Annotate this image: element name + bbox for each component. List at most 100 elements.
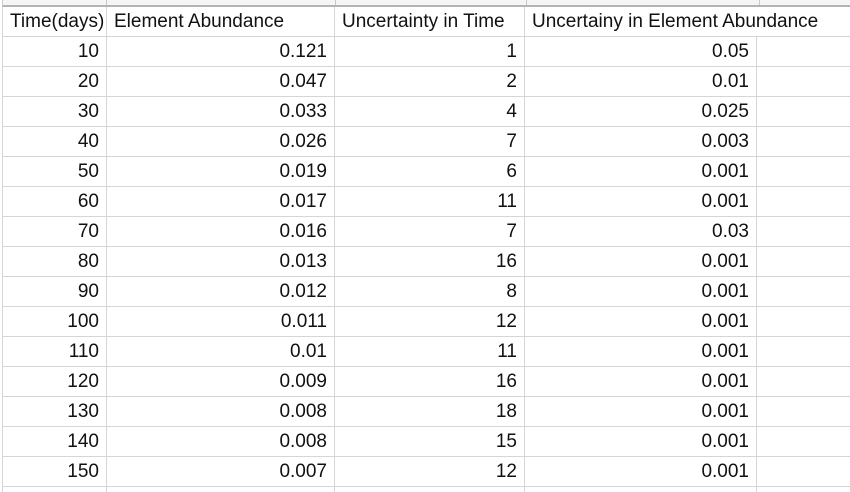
cell-element-abundance[interactable]: 0.026: [106, 126, 335, 157]
empty-cell[interactable]: [756, 186, 850, 217]
cell-uncertainty-time[interactable]: 11: [334, 186, 525, 217]
empty-cell[interactable]: [756, 156, 850, 187]
cell-time[interactable]: 40: [2, 126, 107, 157]
cell-uncertainty-abundance[interactable]: 0.001: [524, 336, 757, 367]
data-table: Time(days) Element Abundance Uncertainty…: [2, 7, 850, 492]
cell-element-abundance[interactable]: 0.012: [106, 276, 335, 307]
header-row: Time(days) Element Abundance Uncertainty…: [2, 7, 850, 37]
empty-cell[interactable]: [756, 426, 850, 457]
empty-cell[interactable]: [756, 246, 850, 277]
table-row: 120 0.009 16 0.001: [2, 366, 850, 397]
cell-time[interactable]: 110: [2, 336, 107, 367]
cell-uncertainty-time[interactable]: 1: [334, 36, 525, 67]
cropped-cell: [107, 0, 336, 5]
table-row: 130 0.008 18 0.001: [2, 396, 850, 427]
table-row: 90 0.012 8 0.001: [2, 276, 850, 307]
table-row: 60 0.017 11 0.001: [2, 186, 850, 217]
cell-time[interactable]: 30: [2, 96, 107, 127]
cell-uncertainty-time[interactable]: 11: [334, 336, 525, 367]
cell-element-abundance[interactable]: 0.01: [106, 336, 335, 367]
table-row: 70 0.016 7 0.03: [2, 216, 850, 247]
empty-cell[interactable]: [756, 126, 850, 157]
cell-element-abundance[interactable]: 0.013: [106, 246, 335, 277]
cell-uncertainty-abundance[interactable]: 0.001: [524, 396, 757, 427]
cell-time[interactable]: 90: [2, 276, 107, 307]
cell-uncertainty-time[interactable]: 15: [334, 426, 525, 457]
cell-element-abundance[interactable]: 0.007: [106, 456, 335, 487]
cell-uncertainty-abundance[interactable]: 0.03: [524, 216, 757, 247]
cell-uncertainty-time[interactable]: 2: [334, 66, 525, 97]
cropped-cell[interactable]: [524, 486, 757, 492]
cell-uncertainty-time[interactable]: 4: [334, 96, 525, 127]
column-header-uncertainty-in-time[interactable]: Uncertainty in Time: [334, 7, 525, 37]
cropped-cell[interactable]: [2, 486, 107, 492]
table-row: 40 0.026 7 0.003: [2, 126, 850, 157]
cell-element-abundance[interactable]: 0.016: [106, 216, 335, 247]
cell-element-abundance[interactable]: 0.047: [106, 66, 335, 97]
cell-element-abundance[interactable]: 0.009: [106, 366, 335, 397]
cell-element-abundance[interactable]: 0.008: [106, 396, 335, 427]
cell-time[interactable]: 140: [2, 426, 107, 457]
cell-uncertainty-time[interactable]: 8: [334, 276, 525, 307]
column-header-time-days[interactable]: Time(days): [2, 7, 107, 37]
cell-uncertainty-time[interactable]: 16: [334, 246, 525, 277]
cell-uncertainty-time[interactable]: 7: [334, 126, 525, 157]
cell-time[interactable]: 10: [2, 36, 107, 67]
cell-element-abundance[interactable]: 0.019: [106, 156, 335, 187]
cell-element-abundance[interactable]: 0.121: [106, 36, 335, 67]
cell-time[interactable]: 70: [2, 216, 107, 247]
cropped-cell: [760, 0, 850, 5]
empty-cell[interactable]: [756, 66, 850, 97]
cell-uncertainty-abundance[interactable]: 0.001: [524, 426, 757, 457]
cell-time[interactable]: 130: [2, 396, 107, 427]
cell-uncertainty-abundance[interactable]: 0.001: [524, 456, 757, 487]
empty-cell[interactable]: [756, 276, 850, 307]
cell-element-abundance[interactable]: 0.008: [106, 426, 335, 457]
cell-uncertainty-abundance[interactable]: 0.001: [524, 156, 757, 187]
cell-uncertainty-abundance[interactable]: 0.001: [524, 246, 757, 277]
empty-cell[interactable]: [756, 216, 850, 247]
table-row: 100 0.011 12 0.001: [2, 306, 850, 337]
cropped-row-below: [2, 486, 850, 492]
cell-uncertainty-time[interactable]: 12: [334, 306, 525, 337]
cell-time[interactable]: 150: [2, 456, 107, 487]
cell-element-abundance[interactable]: 0.033: [106, 96, 335, 127]
cell-uncertainty-abundance[interactable]: 0.001: [524, 276, 757, 307]
empty-cell[interactable]: [756, 366, 850, 397]
table-row: 10 0.121 1 0.05: [2, 36, 850, 67]
empty-cell[interactable]: [756, 306, 850, 337]
cell-time[interactable]: 60: [2, 186, 107, 217]
table-row: 20 0.047 2 0.01: [2, 66, 850, 97]
empty-cell[interactable]: [756, 396, 850, 427]
cropped-row-above: [2, 0, 850, 7]
empty-cell[interactable]: [756, 336, 850, 367]
column-header-element-abundance[interactable]: Element Abundance: [106, 7, 335, 37]
cell-uncertainty-abundance[interactable]: 0.025: [524, 96, 757, 127]
empty-cell[interactable]: [756, 456, 850, 487]
cell-element-abundance[interactable]: 0.011: [106, 306, 335, 337]
cell-time[interactable]: 120: [2, 366, 107, 397]
cell-uncertainty-time[interactable]: 6: [334, 156, 525, 187]
cell-uncertainty-time[interactable]: 18: [334, 396, 525, 427]
cell-uncertainty-time[interactable]: 16: [334, 366, 525, 397]
cell-time[interactable]: 50: [2, 156, 107, 187]
cell-uncertainty-abundance[interactable]: 0.05: [524, 36, 757, 67]
cell-time[interactable]: 80: [2, 246, 107, 277]
cell-uncertainty-time[interactable]: 12: [334, 456, 525, 487]
cell-uncertainty-abundance[interactable]: 0.003: [524, 126, 757, 157]
cropped-cell[interactable]: [334, 486, 525, 492]
empty-cell[interactable]: [756, 96, 850, 127]
cropped-cell: [336, 0, 527, 5]
cell-time[interactable]: 20: [2, 66, 107, 97]
empty-cell[interactable]: [756, 36, 850, 67]
cell-uncertainty-abundance[interactable]: 0.01: [524, 66, 757, 97]
cell-uncertainty-abundance[interactable]: 0.001: [524, 186, 757, 217]
cell-uncertainty-abundance[interactable]: 0.001: [524, 306, 757, 337]
cropped-cell[interactable]: [106, 486, 335, 492]
cropped-cell[interactable]: [756, 486, 850, 492]
cell-uncertainty-time[interactable]: 7: [334, 216, 525, 247]
column-header-uncertainy-in-element-abundance[interactable]: Uncertainy in Element Abundance: [524, 7, 850, 37]
cell-element-abundance[interactable]: 0.017: [106, 186, 335, 217]
cell-uncertainty-abundance[interactable]: 0.001: [524, 366, 757, 397]
cell-time[interactable]: 100: [2, 306, 107, 337]
